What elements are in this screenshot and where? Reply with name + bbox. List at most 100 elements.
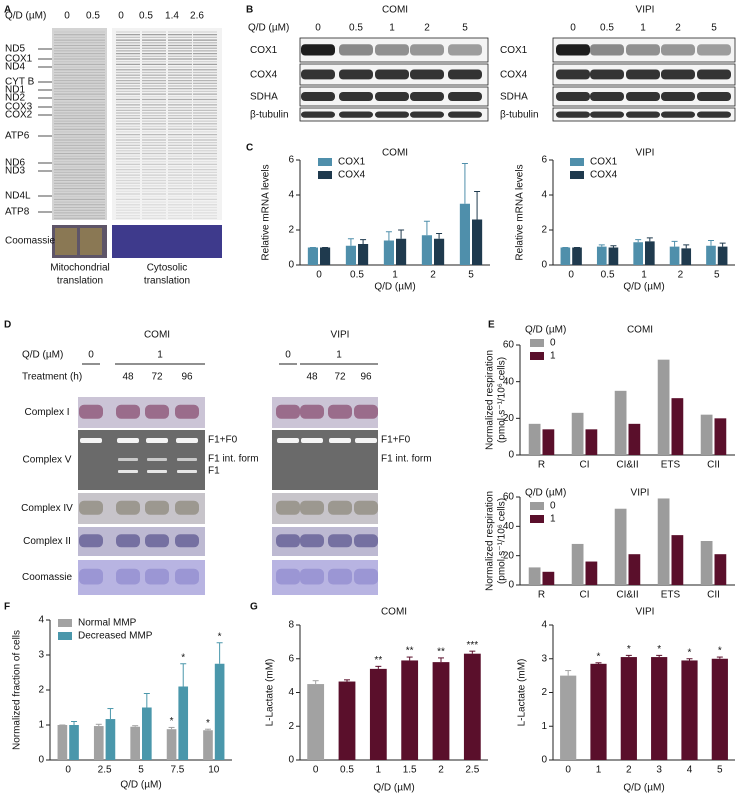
caption: Cytosolic (147, 263, 188, 274)
legend-swatch (318, 171, 332, 179)
x-tick-label: 0 (316, 270, 322, 281)
bar (69, 725, 79, 760)
y-tick-label: 4 (541, 620, 547, 631)
blot-band (176, 438, 198, 443)
band-label: ND1 (5, 85, 25, 96)
blot-band (300, 568, 324, 585)
x-axis-label: Q/D (µM) (373, 783, 414, 794)
blot-band (556, 44, 590, 56)
band-label: F1 int. form (208, 454, 259, 465)
bar (214, 663, 225, 760)
legend-swatch (530, 515, 544, 523)
x-tick-label: 2.5 (465, 765, 479, 776)
band-label: ND4L (5, 191, 31, 202)
x-tick-label: 5 (138, 765, 144, 776)
panel-letter: E (488, 320, 495, 331)
blot-band (300, 404, 324, 419)
legend-label: 0 (550, 338, 556, 349)
cell-line-title: COMI (382, 5, 408, 16)
legend-swatch (58, 619, 72, 627)
y-tick-label: 0 (288, 755, 294, 766)
bar (396, 238, 407, 265)
legend-label: 0 (550, 501, 556, 512)
strip-lane (80, 228, 102, 255)
blot-band (339, 44, 373, 56)
cell-line-title: VIPI (636, 5, 655, 16)
row-label: Coomassie (22, 572, 72, 583)
band-label: ND6 (5, 158, 25, 169)
blot-band (355, 438, 377, 443)
bar (358, 244, 369, 265)
panel-letter: F (4, 602, 10, 613)
legend-swatch (570, 171, 584, 179)
blot-band (354, 534, 378, 548)
band-label: COX2 (5, 110, 33, 121)
blot-band (339, 111, 373, 118)
legend-label: 1 (550, 351, 556, 362)
blot-band (116, 568, 140, 585)
x-tick-label: 0 (313, 765, 319, 776)
panel-letter: C (246, 143, 253, 154)
y-tick-label: 20 (503, 550, 515, 561)
axis-label: Treatment (h) (22, 372, 82, 383)
lane-label: 0 (64, 11, 70, 22)
bar (633, 242, 643, 265)
significance: * (657, 644, 661, 655)
bar (105, 719, 116, 760)
row-label: COX1 (500, 45, 528, 56)
blot-band (116, 534, 140, 548)
x-tick-label: R (538, 460, 545, 471)
blot-band (118, 458, 138, 461)
x-tick-label: 5 (468, 270, 474, 281)
blot-band (118, 470, 138, 473)
bar (528, 567, 541, 585)
blot-band (177, 470, 197, 473)
blot-band (329, 438, 351, 443)
x-tick-label: 1 (596, 765, 602, 776)
caption: translation (57, 276, 103, 287)
y-tick-label: 6 (541, 155, 547, 166)
blot-band (661, 69, 695, 80)
blot-band (300, 534, 324, 548)
blot-band (661, 44, 695, 56)
blot-band (590, 44, 624, 56)
x-tick-label: 1 (376, 765, 382, 776)
bar (645, 241, 655, 265)
x-tick-label: ETS (661, 590, 681, 601)
blot-band (145, 534, 169, 548)
blot-band (590, 92, 624, 101)
blot-band (590, 111, 624, 118)
band-label: F1 (208, 466, 220, 477)
bar (585, 429, 598, 455)
lane-label: 0.5 (349, 23, 363, 34)
blot-band (328, 404, 352, 419)
blot-band (626, 111, 660, 118)
lane-label: 0 (315, 23, 321, 34)
bar (608, 247, 619, 265)
y-tick-label: 40 (503, 376, 515, 387)
x-axis-label: Q/D (µM) (120, 780, 161, 791)
bar (651, 657, 668, 760)
legend-title: Q/D (µM) (525, 488, 566, 499)
blot-band (590, 69, 624, 80)
blot-band (626, 44, 660, 56)
blot-band (79, 568, 103, 585)
blot-band (697, 111, 731, 118)
blot-band (410, 69, 444, 80)
bar (142, 707, 152, 760)
band-label: ND5 (5, 44, 25, 55)
bar (178, 686, 189, 760)
y-tick-label: 0 (508, 450, 514, 461)
y-axis-label: L-Lactate (mM) (265, 659, 276, 727)
y-axis-label: (pmol·s⁻¹/10⁶ cells) (497, 357, 508, 443)
x-tick-label: 0 (65, 765, 71, 776)
blot-band (339, 69, 373, 80)
x-tick-label: 0 (568, 270, 574, 281)
significance: ** (437, 647, 445, 658)
y-axis-label: Normalized fraction of cells (12, 630, 23, 750)
x-tick-label: CI (580, 460, 590, 471)
significance: * (627, 644, 631, 655)
y-axis-label: (pmol·s⁻¹/10⁶ cells) (497, 498, 508, 584)
bar (628, 423, 641, 455)
